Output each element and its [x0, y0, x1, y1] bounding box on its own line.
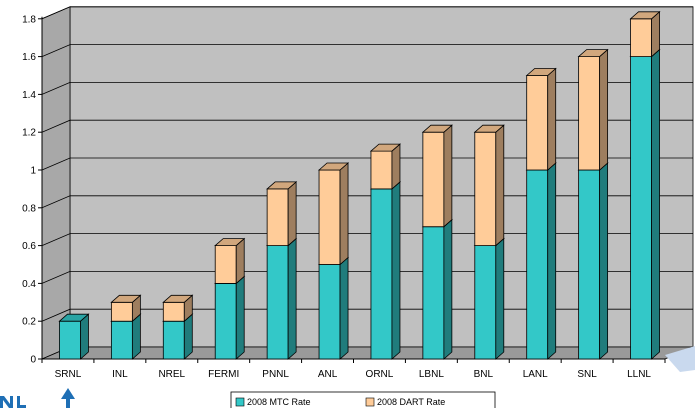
category-label: LLNL — [627, 369, 651, 380]
bar-segment — [267, 239, 296, 359]
category-label: FERMI — [208, 369, 239, 380]
bar-segment — [631, 12, 660, 57]
bar-front — [579, 170, 600, 359]
legend-label: 2008 DART Rate — [377, 397, 445, 407]
bar-side — [80, 314, 88, 359]
logo-letter-fragment — [17, 396, 26, 408]
bar-front — [631, 19, 652, 57]
bar-front — [475, 246, 496, 359]
category-label: ORNL — [366, 369, 394, 380]
bar-segment — [163, 295, 192, 321]
bar-front — [267, 189, 288, 246]
bar-side — [184, 314, 192, 359]
bar-segment — [371, 144, 400, 189]
bar-side — [236, 276, 244, 359]
bar-front — [371, 189, 392, 359]
bar-front — [111, 321, 132, 359]
bar-segment — [579, 50, 608, 170]
bar-segment — [527, 69, 556, 171]
y-tick-label: 0 — [30, 355, 36, 366]
bar-segment — [267, 182, 296, 246]
up-arrow-icon — [61, 388, 75, 408]
category-label: SNL — [577, 369, 597, 380]
y-tick-label: 1.4 — [22, 90, 36, 101]
bar-segment — [215, 239, 244, 284]
y-tick-label: 0.6 — [22, 241, 36, 252]
bar-side — [288, 239, 296, 359]
y-tick-labels: 0 0.2 0.4 0.6 0.8 1 1.2 1.4 1.6 1.8 — [22, 14, 36, 365]
bar-front — [423, 227, 444, 359]
bar-side — [236, 239, 244, 284]
bar-segment — [111, 295, 140, 321]
bar-segment — [475, 125, 504, 245]
category-label: PNNL — [262, 369, 289, 380]
bar-front — [163, 302, 184, 321]
category-label: SRNL — [55, 369, 82, 380]
bar-segment — [371, 182, 400, 359]
bar-segment — [423, 220, 452, 359]
bar-front — [371, 151, 392, 189]
category-label: INL — [112, 369, 128, 380]
bar-side — [132, 314, 140, 359]
bar-side — [496, 239, 504, 359]
y-tick-label: 0.2 — [22, 317, 36, 328]
bar-front — [163, 321, 184, 359]
y-tick-label: 0.8 — [22, 203, 36, 214]
bar-segment — [215, 276, 244, 359]
bar-side — [600, 50, 608, 170]
category-label: LBNL — [419, 369, 444, 380]
bar-side — [340, 258, 348, 360]
category-label: LANL — [523, 369, 548, 380]
legend-label: 2008 MTC Rate — [247, 397, 311, 407]
bar-side — [496, 125, 504, 245]
bar-front — [319, 170, 340, 265]
legend-swatch — [236, 398, 244, 406]
bar-front — [475, 132, 496, 245]
category-label: ANL — [318, 369, 338, 380]
side-wall — [42, 7, 70, 359]
bar-side — [548, 69, 556, 171]
logo-letter-fragment — [0, 396, 13, 408]
category-label: NREL — [158, 369, 185, 380]
bar-side — [444, 220, 452, 359]
category-labels: SRNL INL NREL FERMI PNNL ANL ORNL LBNL BNL LANL SN… — [55, 369, 652, 380]
bar-front — [423, 132, 444, 227]
bar-front — [579, 57, 600, 170]
bar-front — [267, 246, 288, 359]
bar-side — [652, 12, 660, 57]
bar-front — [215, 283, 236, 359]
y-tick-label: 1.6 — [22, 52, 36, 63]
bar-front — [319, 265, 340, 360]
bar-side — [392, 144, 400, 189]
legend-swatch — [366, 398, 374, 406]
bar-segment — [423, 125, 452, 227]
bar-front — [527, 76, 548, 171]
y-tick-label: 1 — [30, 166, 36, 177]
bar-side — [652, 50, 660, 359]
bar-segment — [319, 163, 348, 265]
bar-side — [340, 163, 348, 265]
bar-front — [111, 302, 132, 321]
bar-side — [600, 163, 608, 359]
bar-segment — [527, 163, 556, 359]
bar-side — [392, 182, 400, 359]
legend: 2008 MTC Rate 2008 DART Rate — [231, 392, 495, 408]
bar-segment — [59, 314, 88, 359]
bar-side — [548, 163, 556, 359]
category-label: BNL — [474, 369, 494, 380]
bar-segment — [631, 50, 660, 359]
bar-side — [444, 125, 452, 227]
bar-front — [527, 170, 548, 359]
bar-front — [631, 57, 652, 359]
bar-side — [288, 182, 296, 246]
y-tick-label: 0.4 — [22, 279, 36, 290]
bar-segment — [319, 258, 348, 360]
bar-front — [215, 246, 236, 284]
bar-segment — [579, 163, 608, 359]
y-tick-label: 1.8 — [22, 14, 36, 25]
y-tick-label: 1.2 — [22, 128, 36, 139]
bar-segment — [475, 239, 504, 359]
bar-front — [59, 321, 80, 359]
